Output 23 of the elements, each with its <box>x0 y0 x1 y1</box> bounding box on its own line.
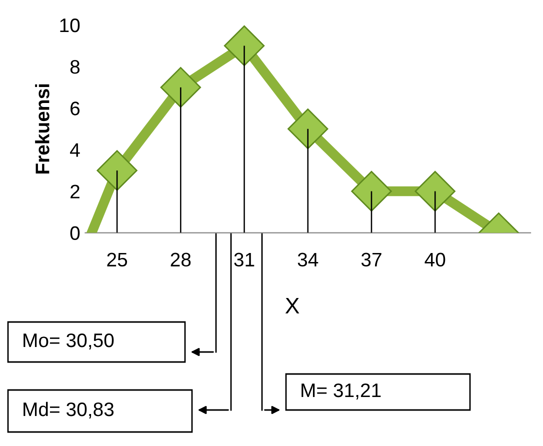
text: Mo= 30,50 <box>24 333 114 350</box>
point <box>224 25 265 66</box>
y-tick-label: 2 <box>70 184 80 198</box>
x-tick-label: 25 <box>107 252 128 267</box>
point <box>96 150 138 191</box>
text: Md= 30,83 <box>24 402 114 419</box>
y-tick-label: 10 <box>60 18 80 32</box>
point <box>288 108 328 150</box>
y-tick-label: 6 <box>70 102 80 116</box>
x-tick-label: 28 <box>170 252 191 267</box>
point <box>414 170 456 212</box>
x-axis-title: X <box>285 298 300 314</box>
x-tick-label: 37 <box>361 252 382 267</box>
y-tick-label: 8 <box>70 60 80 74</box>
y-axis-title: Frekuensi <box>35 84 50 174</box>
y-tick-label: 4 <box>70 143 80 157</box>
x-tick-label: 40 <box>424 252 446 267</box>
point <box>160 66 201 108</box>
x-tick-label: 34 <box>298 252 318 267</box>
y-tick-label: 0 <box>70 226 80 240</box>
point <box>351 170 392 212</box>
text: M= 31,21 <box>302 383 381 400</box>
x-tick-label: 31 <box>234 252 254 267</box>
